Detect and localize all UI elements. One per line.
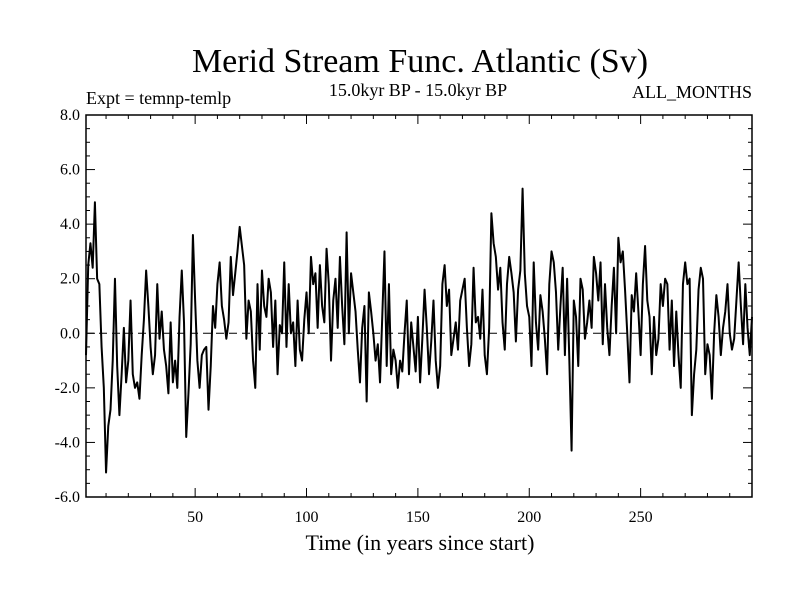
y-tick-label: -2.0 bbox=[55, 380, 80, 397]
x-tick-label: 200 bbox=[517, 509, 541, 526]
period-label: 15.0kyr BP - 15.0kyr BP bbox=[329, 80, 507, 100]
x-tick-label: 250 bbox=[629, 509, 653, 526]
y-tick-label: 6.0 bbox=[60, 162, 80, 179]
experiment-label: Expt = temnp-temlp bbox=[86, 88, 231, 108]
y-tick-label: 2.0 bbox=[60, 271, 80, 288]
y-tick-label: 4.0 bbox=[60, 216, 80, 233]
plot-frame bbox=[85, 114, 753, 498]
x-tick-label: 50 bbox=[187, 509, 203, 526]
y-tick-label: 0.0 bbox=[60, 325, 80, 342]
x-tick-label: 100 bbox=[295, 509, 319, 526]
chart-title: Merid Stream Func. Atlantic (Sv) bbox=[192, 43, 648, 80]
y-tick-label: -4.0 bbox=[55, 434, 80, 451]
x-tick-label: 150 bbox=[406, 509, 430, 526]
series-line bbox=[85, 187, 753, 474]
x-axis-label: Time (in years since start) bbox=[306, 530, 535, 555]
y-tick-label: -6.0 bbox=[55, 489, 80, 506]
y-tick-label: 8.0 bbox=[60, 107, 80, 124]
months-label: ALL_MONTHS bbox=[632, 82, 752, 102]
